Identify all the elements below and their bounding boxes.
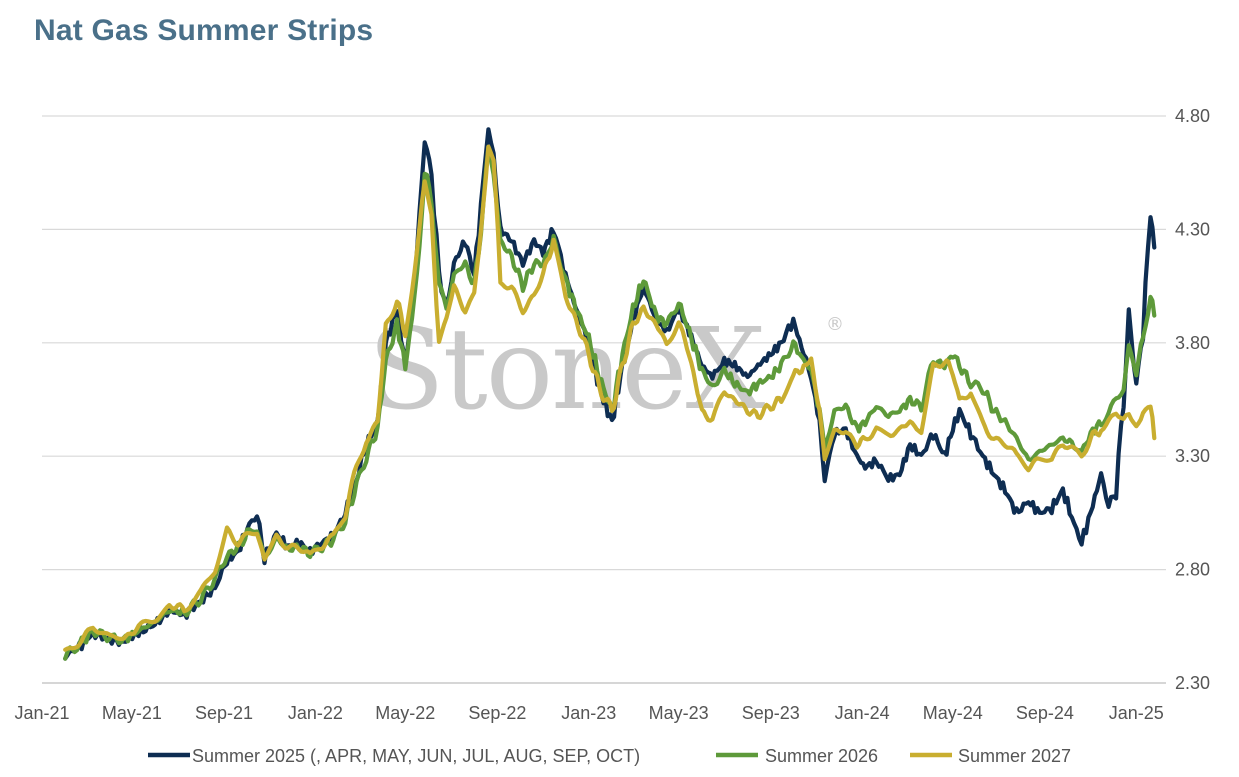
y-tick-label: 4.30 [1175, 219, 1210, 239]
y-tick-label: 4.80 [1175, 106, 1210, 126]
legend: Summer 2025 (, APR, MAY, JUN, JUL, AUG, … [148, 746, 1071, 766]
x-axis: Jan-21 May-21 Sep-21 Jan-22 May-22 Sep-22 Jan-… [14, 703, 1163, 723]
x-tick-label: Sep-24 [1016, 703, 1074, 723]
y-axis: 2.30 2.80 3.30 3.80 4.30 4.80 [1175, 106, 1210, 693]
x-tick-label: Jan-24 [835, 703, 890, 723]
series-line-3 [63, 144, 1157, 652]
x-tick-label: Jan-25 [1109, 703, 1164, 723]
watermark-registered-mark: ® [826, 314, 844, 335]
x-tick-label: May-24 [923, 703, 983, 723]
x-tick-label: Jan-21 [14, 703, 69, 723]
x-tick-label: Sep-23 [742, 703, 800, 723]
x-tick-label: May-22 [375, 703, 435, 723]
y-tick-label: 2.80 [1175, 560, 1210, 580]
x-tick-label: Jan-22 [288, 703, 343, 723]
legend-label: Summer 2027 [958, 746, 1071, 766]
legend-label: Summer 2025 (, APR, MAY, JUN, JUL, AUG, … [192, 746, 640, 766]
chart-title: Nat Gas Summer Strips [34, 14, 374, 47]
x-tick-label: Sep-22 [468, 703, 526, 723]
y-tick-label: 3.30 [1175, 446, 1210, 466]
series-layer [63, 127, 1157, 661]
x-tick-label: May-23 [649, 703, 709, 723]
y-tick-label: 2.30 [1175, 673, 1210, 693]
x-tick-label: Jan-23 [561, 703, 616, 723]
x-tick-label: May-21 [102, 703, 162, 723]
x-tick-label: Sep-21 [195, 703, 253, 723]
gridlines [42, 115, 1166, 684]
y-tick-label: 3.80 [1175, 333, 1210, 353]
legend-label: Summer 2026 [765, 746, 878, 766]
